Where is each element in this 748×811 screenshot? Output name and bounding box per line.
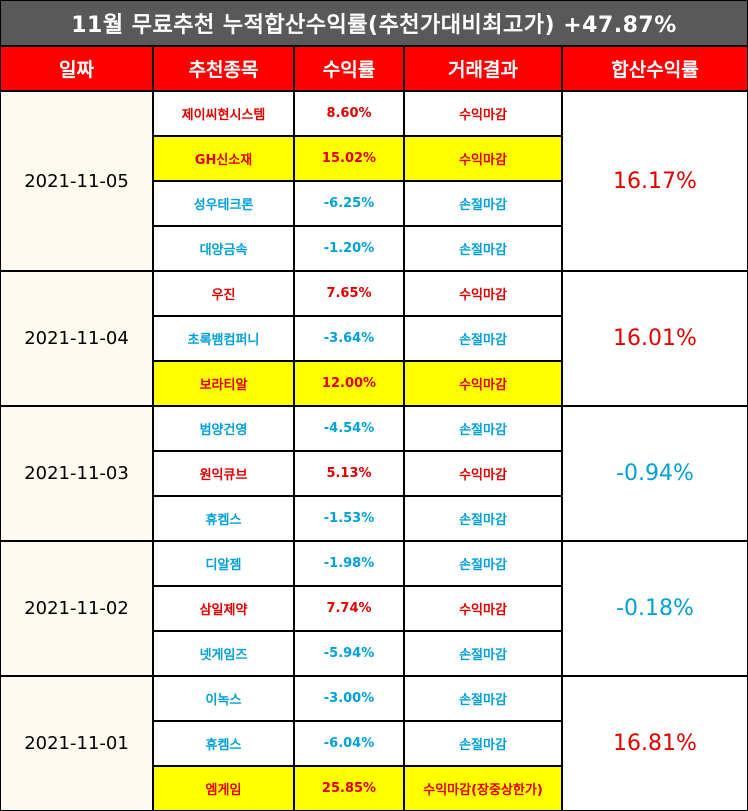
table-title: 11월 무료추천 누적합산수익률(추천가대비최고가) +47.87% [1,1,747,45]
return-rate-cell: 7.74% [295,587,403,630]
header-date: 일짜 [1,47,152,90]
return-rate-cell: 8.60% [295,92,403,135]
trade-result-cell: 수익마감 [405,362,561,405]
stock-name-cell: 휴켐스 [154,722,293,765]
trade-result-cell: 손절마감 [405,497,561,540]
header-result: 거래결과 [405,47,561,90]
return-rate-cell: 5.13% [295,452,403,495]
date-cell: 2021-11-05 [1,92,152,270]
trade-result-cell: 수익마감 [405,452,561,495]
stock-name-cell: 넷게임즈 [154,632,293,675]
total-return-cell: -0.18% [563,542,747,675]
return-rate-cell: -1.20% [295,227,403,270]
header-stock: 추천종목 [154,47,293,90]
trade-result-cell: 손절마감 [405,182,561,225]
return-rate-cell: -5.94% [295,632,403,675]
total-return-cell: -0.94% [563,407,747,540]
trade-result-cell: 손절마감 [405,722,561,765]
total-return-cell: 16.01% [563,272,747,405]
stock-name-cell: 엠게임 [154,767,293,810]
return-rate-cell: -6.25% [295,182,403,225]
stock-name-cell: 이녹스 [154,677,293,720]
stock-name-cell: 삼일제약 [154,587,293,630]
trade-result-cell: 수익마감 [405,137,561,180]
total-return-cell: 16.17% [563,92,747,270]
stock-name-cell: 보라티알 [154,362,293,405]
return-rate-cell: 7.65% [295,272,403,315]
stock-name-cell: GH신소재 [154,137,293,180]
total-return-cell: 16.81% [563,677,747,810]
stock-name-cell: 성우테크론 [154,182,293,225]
return-rate-cell: -6.04% [295,722,403,765]
trade-result-cell: 수익마감(장중상한가) [405,767,561,810]
trade-result-cell: 손절마감 [405,317,561,360]
trade-result-cell: 손절마감 [405,407,561,450]
return-rate-cell: -1.98% [295,542,403,585]
trade-result-cell: 수익마감 [405,272,561,315]
trade-result-cell: 손절마감 [405,542,561,585]
return-rate-cell: -4.54% [295,407,403,450]
stock-name-cell: 범양건영 [154,407,293,450]
return-rate-cell: 25.85% [295,767,403,810]
trade-result-cell: 수익마감 [405,587,561,630]
stock-name-cell: 디알젬 [154,542,293,585]
stock-name-cell: 제이씨현시스템 [154,92,293,135]
return-rate-cell: 15.02% [295,137,403,180]
date-cell: 2021-11-04 [1,272,152,405]
date-cell: 2021-11-01 [1,677,152,810]
date-cell: 2021-11-03 [1,407,152,540]
trade-result-cell: 손절마감 [405,227,561,270]
return-rate-cell: -1.53% [295,497,403,540]
stock-name-cell: 원익큐브 [154,452,293,495]
trade-result-cell: 손절마감 [405,677,561,720]
header-total: 합산수익률 [563,47,747,90]
trade-result-cell: 수익마감 [405,92,561,135]
header-rate: 수익률 [295,47,403,90]
stock-name-cell: 우진 [154,272,293,315]
stock-name-cell: 대양금속 [154,227,293,270]
trade-result-cell: 손절마감 [405,632,561,675]
return-rate-cell: 12.00% [295,362,403,405]
date-cell: 2021-11-02 [1,542,152,675]
return-rate-cell: -3.64% [295,317,403,360]
return-rate-cell: -3.00% [295,677,403,720]
stock-name-cell: 휴켐스 [154,497,293,540]
stock-name-cell: 초록뱀컴퍼니 [154,317,293,360]
